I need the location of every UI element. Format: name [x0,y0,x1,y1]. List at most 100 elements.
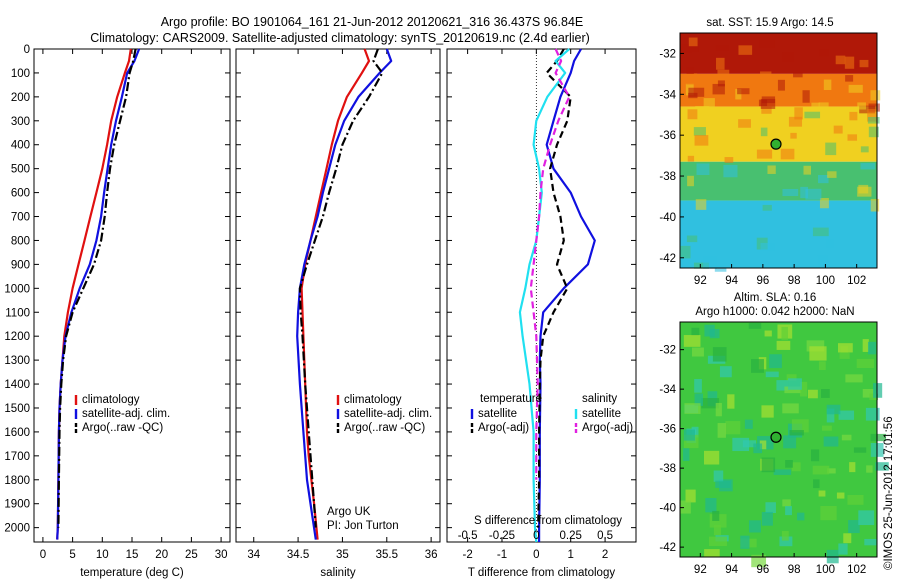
sla-texture-cell [807,389,818,399]
sla-texture-cell [813,479,820,489]
difference-xtick-label: 1 [568,549,574,561]
difference-line-s-argo-adj- [529,48,571,480]
argo-float-marker [770,431,782,443]
sst_map-xtick-label: 94 [725,275,738,287]
sst-texture-cell [716,57,725,70]
sla-texture-cell [826,404,841,415]
salinity-frame [235,48,441,543]
sla-texture-cell [727,394,735,409]
sst-texture-cell [758,40,775,49]
sst-texture-cell [803,165,812,175]
sst-texture-cell [738,119,751,128]
depth-tick-label: 600 [11,188,30,200]
sst-texture-cell [693,127,706,136]
depth-tick-label: 1200 [4,331,30,343]
sst-texture-cell [760,71,772,80]
sla-texture-cell [826,408,835,423]
sla_map-xtick-label: 102 [847,564,866,576]
title-line-1: Argo profile: BO 1901064_161 21-Jun-2012… [161,15,584,29]
sst_map-ytick-label: -38 [659,171,676,183]
salinity-xlabel: salinity [320,567,355,579]
difference-xtick-label: -1 [497,549,507,561]
sla_map-ytick-label: -34 [659,384,676,396]
salinity-difference-tick-label: -0.5 [458,530,478,542]
sla-texture-cell [708,536,727,547]
sla-texture-cell [866,465,873,473]
sst_map-ytick-label: -32 [659,48,676,60]
sst-texture-cell [687,109,698,120]
sla-texture-cell [820,506,837,521]
difference-panel: -2 -1 0 1 2 T difference from climatology -0.5… [446,48,637,579]
sla-texture-cell [713,524,721,536]
sla-texture-cell [784,386,802,394]
sla-map-subtitle: Argo h1000: 0.042 h2000: NaN [695,306,854,318]
sst-texture-cell [687,155,695,162]
salinity-xtick-label: 35.5 [376,549,398,561]
legend-label: Argo(-adj) [478,422,529,434]
sst-texture-cell [867,116,880,124]
sst-texture-cell [818,174,829,184]
sst-color-band [680,106,877,162]
sst_map-xtick-label: 92 [694,275,707,287]
sla-texture-cell [791,462,801,472]
sst_map-xtick-label: 102 [847,275,866,287]
sst-texture-cell [868,126,879,138]
sst-texture-cell [825,142,837,156]
sla-texture-cell [810,449,820,462]
sla-texture-cell [858,510,875,526]
sst_map-xtick-label: 96 [756,275,769,287]
sla-texture-cell [856,358,875,369]
sla-texture-cell [849,462,856,473]
sla-texture-cell [769,354,782,369]
sla-texture-cell [865,407,880,421]
sla-texture-cell [709,329,720,339]
salinity-xtick-label: 34.5 [287,549,309,561]
sla-texture-cell [704,549,720,557]
sst-texture-cell [794,107,803,120]
sst-color-band [680,161,877,201]
sst_map-xtick-label: 98 [788,275,801,287]
sla-texture-cell [764,330,772,337]
sla_map-ytick-label: -36 [659,424,676,436]
sst_map-ytick-label: -34 [659,89,676,101]
sla-texture-cell [843,533,852,544]
depth-tick-label: 2000 [4,523,30,535]
sst-texture-cell [782,52,794,63]
sst-texture-cell [686,235,698,243]
sla-texture-cell [839,352,850,359]
sla-texture-cell [713,470,724,482]
depth-tick-label: 1700 [4,451,30,463]
temperature-xtick-label: 0 [40,549,46,561]
sst_map-ytick-label: -36 [659,130,676,142]
sst-texture-cell [714,266,727,272]
sla_map-ytick-label: -32 [659,345,676,357]
sst-texture-cell [686,73,698,85]
sla-texture-cell [751,359,764,373]
sla-texture-cell [753,443,763,454]
sla_map-xtick-label: 96 [756,564,769,576]
legend-label: satellite [582,408,621,420]
sla-texture-cell [785,460,793,468]
legend-label: satellite-adj. clim. [82,408,170,420]
sla-texture-cell [692,347,704,357]
sst-texture-cell [847,134,858,141]
sst-texture-cell [860,146,869,153]
salinity-line-satellite-adj-clim- [296,48,393,540]
sla-map-panel: Altim. SLA: 0.16 Argo h1000: 0.042 h2000:… [659,292,889,576]
temperature-line-satellite-adj-clim- [56,48,141,540]
sla-texture-cell [841,434,852,441]
sst-texture-cell [780,148,795,160]
difference-xlabel: T difference from climatology [468,567,615,579]
sla_map-ytick-label: -42 [659,542,676,554]
sla-texture-cell [761,457,776,473]
sst-texture-cell [859,105,876,114]
salinity-xtick-label: 34 [247,549,260,561]
sla_map-xtick-label: 92 [694,564,707,576]
difference-xtick-label: 2 [602,549,608,561]
sla-texture-cell [683,335,701,347]
sst-texture-cell [762,204,772,211]
sla-texture-cell [806,340,825,352]
sst-texture-cell [857,102,866,110]
sla-texture-cell [812,465,830,475]
sla-texture-cell [776,340,791,350]
